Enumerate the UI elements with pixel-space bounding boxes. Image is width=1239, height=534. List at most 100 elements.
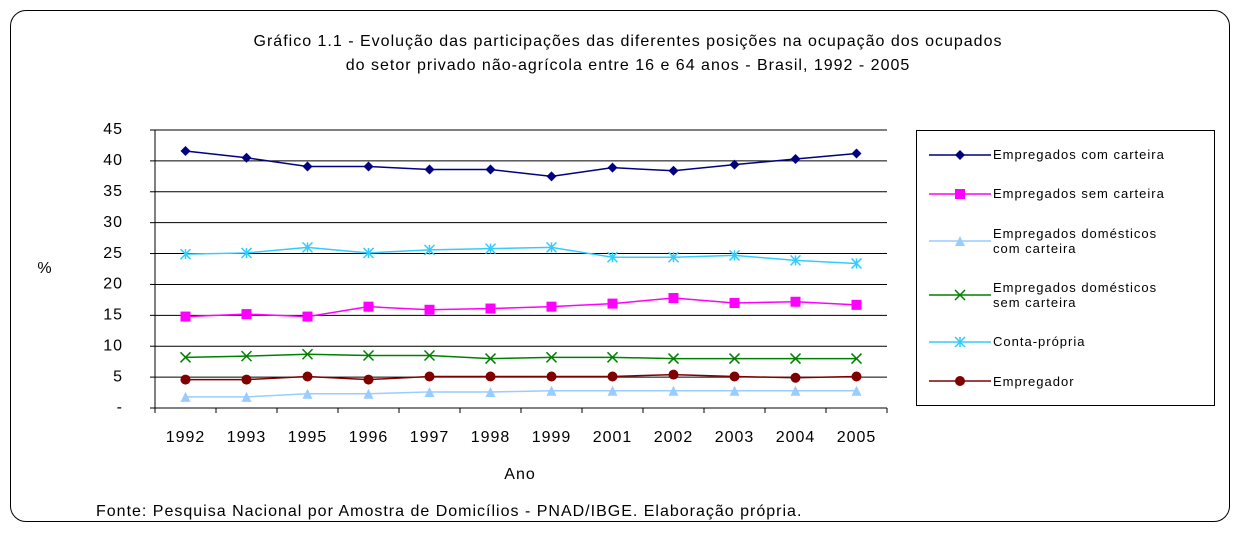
- marker: [240, 350, 253, 362]
- legend-label: Conta-própria: [993, 334, 1086, 350]
- marker: [955, 188, 965, 199]
- marker: [546, 371, 557, 382]
- marker: [667, 353, 680, 365]
- x-tick-label: 1997: [410, 429, 450, 446]
- marker: [851, 148, 862, 159]
- marker: [302, 311, 313, 322]
- marker: [545, 241, 558, 253]
- marker: [790, 372, 801, 383]
- legend-swatch: [929, 336, 991, 348]
- series-line: [185, 353, 857, 360]
- chart-title: do setor privado não-agrícola entre 16 e…: [346, 57, 911, 74]
- marker: [424, 371, 435, 382]
- legend-swatch: [929, 149, 991, 160]
- marker: [484, 353, 497, 365]
- y-tick-label: -: [117, 399, 123, 416]
- marker: [607, 371, 618, 382]
- marker: [180, 146, 191, 157]
- legend-label: Empregados domésticos com carteira: [993, 225, 1158, 256]
- frame: [10, 10, 1230, 522]
- legend-swatch: [929, 235, 991, 246]
- marker: [955, 149, 965, 160]
- marker: [955, 376, 965, 387]
- y-tick-label: 25: [103, 245, 123, 262]
- marker: [790, 154, 801, 165]
- marker: [668, 165, 679, 176]
- marker: [179, 351, 192, 363]
- legend-label: Empregados domésticos sem carteira: [993, 280, 1158, 311]
- y-axis-label: %: [37, 260, 52, 277]
- marker: [668, 293, 679, 304]
- marker: [667, 251, 680, 263]
- series-line: [185, 373, 857, 381]
- marker: [362, 247, 375, 259]
- marker: [851, 299, 862, 310]
- series-line: [185, 150, 857, 178]
- marker: [790, 385, 801, 396]
- series-line: [185, 246, 857, 265]
- marker: [728, 353, 741, 365]
- marker: [301, 348, 314, 360]
- marker: [180, 311, 191, 322]
- marker: [546, 171, 557, 182]
- x-tick-label: 2003: [715, 429, 755, 446]
- legend-label: Empregados com carteira: [993, 147, 1165, 163]
- marker: [546, 385, 557, 396]
- x-tick-label: 2005: [837, 429, 877, 446]
- marker: [241, 152, 252, 163]
- marker: [954, 289, 966, 301]
- marker: [424, 304, 435, 315]
- marker: [363, 161, 374, 172]
- legend-swatch: [929, 289, 991, 301]
- marker: [789, 254, 802, 266]
- marker: [607, 385, 618, 396]
- legend-item: Empregados domésticos com carteira: [917, 226, 1214, 256]
- marker: [606, 351, 619, 363]
- marker: [607, 298, 618, 309]
- x-tick-label: 1998: [471, 429, 511, 446]
- source-note: Fonte: Pesquisa Nacional por Amostra de …: [96, 503, 802, 520]
- marker: [180, 374, 191, 385]
- y-tick-label: 10: [103, 337, 123, 354]
- marker: [302, 161, 313, 172]
- marker: [606, 251, 619, 263]
- y-tick-label: 20: [103, 276, 123, 293]
- x-tick-label: 1993: [227, 429, 267, 446]
- y-tick-label: 40: [103, 152, 123, 169]
- legend-item: Empregador: [917, 374, 1214, 389]
- marker: [484, 243, 497, 255]
- marker: [241, 309, 252, 320]
- marker: [729, 297, 740, 308]
- marker: [240, 247, 253, 259]
- legend-item: Empregados com carteira: [917, 147, 1214, 162]
- marker: [790, 296, 801, 307]
- marker: [607, 162, 618, 173]
- legend-swatch: [929, 376, 991, 387]
- marker: [302, 388, 313, 399]
- marker: [485, 371, 496, 382]
- legend-label: Empregados sem carteira: [993, 186, 1165, 202]
- y-tick-label: 5: [113, 368, 123, 385]
- marker: [850, 257, 863, 269]
- series-line: [185, 389, 857, 398]
- marker: [850, 353, 863, 365]
- marker: [302, 371, 313, 382]
- y-tick-label: 45: [103, 121, 123, 138]
- marker: [728, 249, 741, 261]
- chart-title: Gráfico 1.1 - Evolução das participações…: [254, 33, 1003, 50]
- marker: [485, 164, 496, 175]
- y-tick-label: 15: [103, 307, 123, 324]
- marker: [485, 386, 496, 397]
- y-tick-label: 35: [103, 183, 123, 200]
- marker: [546, 301, 557, 312]
- marker: [241, 374, 252, 385]
- marker: [729, 385, 740, 396]
- x-tick-label: 2002: [654, 429, 694, 446]
- series-line: [185, 297, 857, 318]
- marker: [362, 349, 375, 362]
- marker: [729, 159, 740, 170]
- legend-item: Empregados domésticos sem carteira: [917, 280, 1214, 310]
- x-tick-label: 1996: [349, 429, 389, 446]
